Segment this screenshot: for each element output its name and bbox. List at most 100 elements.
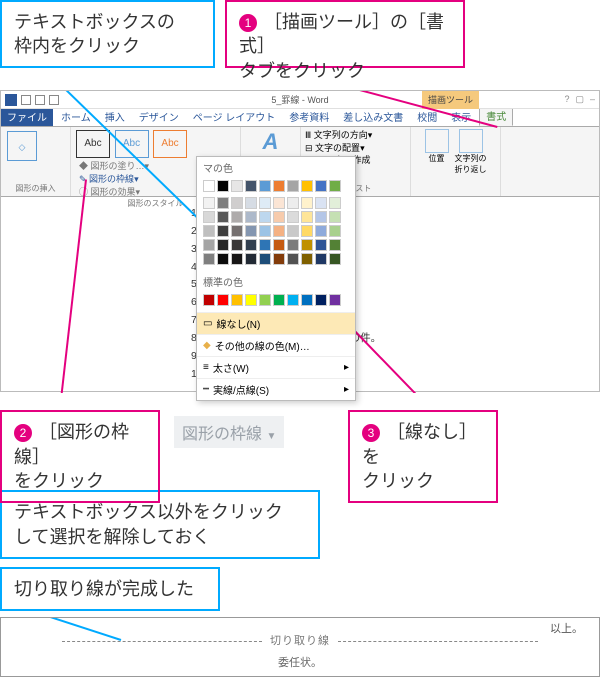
tab-layout[interactable]: ページ レイアウト [187, 107, 282, 126]
undo-icon[interactable] [35, 95, 45, 105]
color-swatch[interactable] [329, 225, 341, 237]
tab-home[interactable]: ホーム [55, 107, 97, 126]
color-swatch[interactable] [273, 211, 285, 223]
color-swatch[interactable] [315, 253, 327, 265]
color-swatch[interactable] [245, 225, 257, 237]
color-swatch[interactable] [273, 180, 285, 192]
tab-view[interactable]: 表示 [445, 107, 477, 126]
color-swatch[interactable] [315, 180, 327, 192]
color-swatch[interactable] [217, 180, 229, 192]
color-swatch[interactable] [203, 211, 215, 223]
color-swatch[interactable] [273, 294, 285, 306]
dashes-item[interactable]: ┅ 実線/点線(S) ▸ [197, 378, 355, 400]
color-swatch[interactable] [259, 225, 271, 237]
tab-mail[interactable]: 差し込み文書 [337, 107, 409, 126]
color-swatch[interactable] [301, 253, 313, 265]
color-swatch[interactable] [231, 294, 243, 306]
ribbon-collapse-icon[interactable]: ▢ [575, 94, 584, 105]
color-swatch[interactable] [301, 211, 313, 223]
color-swatch[interactable] [329, 294, 341, 306]
color-swatch[interactable] [259, 211, 271, 223]
color-swatch[interactable] [301, 197, 313, 209]
color-swatch[interactable] [287, 239, 299, 251]
color-swatch[interactable] [259, 197, 271, 209]
color-swatch[interactable] [259, 253, 271, 265]
color-swatch[interactable] [273, 253, 285, 265]
color-swatch[interactable] [287, 197, 299, 209]
color-swatch[interactable] [287, 211, 299, 223]
color-swatch[interactable] [315, 225, 327, 237]
redo-icon[interactable] [49, 95, 59, 105]
color-swatch[interactable] [329, 239, 341, 251]
color-swatch[interactable] [245, 239, 257, 251]
color-swatch[interactable] [329, 180, 341, 192]
color-swatch[interactable] [301, 225, 313, 237]
color-swatch[interactable] [203, 253, 215, 265]
color-swatch[interactable] [245, 294, 257, 306]
color-swatch[interactable] [203, 197, 215, 209]
shape-outline-dropdown-mini[interactable]: 図形の枠線 ▼ [174, 416, 284, 448]
wrap-text-icon[interactable] [459, 129, 483, 153]
color-swatch[interactable] [217, 239, 229, 251]
align-text-button[interactable]: ⊟ 文字の配置▾ [305, 142, 406, 155]
color-swatch[interactable] [329, 253, 341, 265]
color-swatch[interactable] [315, 211, 327, 223]
color-swatch[interactable] [287, 253, 299, 265]
color-swatch[interactable] [315, 239, 327, 251]
color-swatch[interactable] [203, 294, 215, 306]
color-swatch[interactable] [217, 294, 229, 306]
wordart-quick-style[interactable]: A [245, 129, 296, 155]
no-outline-item[interactable]: ▭ 線なし(N) [197, 312, 355, 334]
color-swatch[interactable] [231, 197, 243, 209]
shape-outline-button[interactable]: ✎ 図形の枠線▾ [79, 172, 149, 185]
minimize-icon[interactable]: – [590, 94, 595, 105]
color-swatch[interactable] [203, 225, 215, 237]
save-icon[interactable] [21, 95, 31, 105]
color-swatch[interactable] [301, 180, 313, 192]
color-swatch[interactable] [315, 197, 327, 209]
color-swatch[interactable] [231, 211, 243, 223]
color-swatch[interactable] [329, 197, 341, 209]
color-swatch[interactable] [231, 225, 243, 237]
text-direction-button[interactable]: Ⅲ 文字列の方向▾ [305, 129, 406, 142]
tab-design[interactable]: デザイン [133, 107, 185, 126]
color-swatch[interactable] [245, 197, 257, 209]
color-swatch[interactable] [245, 211, 257, 223]
shape-style-3[interactable]: Abc [153, 130, 187, 158]
shape-fill-button[interactable]: ◆ 図形の塗り…▾ [79, 159, 149, 172]
window-controls[interactable]: ? ▢ – [564, 94, 595, 105]
position-icon[interactable] [425, 129, 449, 153]
color-swatch[interactable] [301, 239, 313, 251]
insert-shape-button[interactable]: ◇ [7, 131, 37, 161]
more-colors-item[interactable]: ◆ その他の線の色(M)… [197, 334, 355, 356]
color-swatch[interactable] [217, 197, 229, 209]
color-swatch[interactable] [287, 225, 299, 237]
quick-access-toolbar[interactable] [1, 94, 63, 106]
tab-ref[interactable]: 参考資料 [283, 107, 335, 126]
color-swatch[interactable] [259, 294, 271, 306]
color-swatch[interactable] [287, 294, 299, 306]
color-swatch[interactable] [231, 239, 243, 251]
color-swatch[interactable] [329, 211, 341, 223]
color-swatch[interactable] [287, 180, 299, 192]
weight-item[interactable]: ≡ 太さ(W) ▸ [197, 356, 355, 378]
tab-file[interactable]: ファイル [1, 107, 53, 126]
color-swatch[interactable] [301, 294, 313, 306]
tab-review[interactable]: 校閲 [411, 107, 443, 126]
color-swatch[interactable] [273, 225, 285, 237]
color-swatch[interactable] [259, 180, 271, 192]
color-swatch[interactable] [273, 239, 285, 251]
color-swatch[interactable] [203, 239, 215, 251]
color-swatch[interactable] [273, 197, 285, 209]
color-swatch[interactable] [217, 253, 229, 265]
shape-style-1[interactable]: Abc [76, 130, 110, 158]
color-swatch[interactable] [217, 211, 229, 223]
color-swatch[interactable] [315, 294, 327, 306]
tab-insert[interactable]: 挿入 [99, 107, 131, 126]
color-swatch[interactable] [231, 180, 243, 192]
color-swatch[interactable] [245, 180, 257, 192]
shape-style-2[interactable]: Abc [115, 130, 149, 158]
color-swatch[interactable] [259, 239, 271, 251]
color-swatch[interactable] [231, 253, 243, 265]
color-swatch[interactable] [245, 253, 257, 265]
